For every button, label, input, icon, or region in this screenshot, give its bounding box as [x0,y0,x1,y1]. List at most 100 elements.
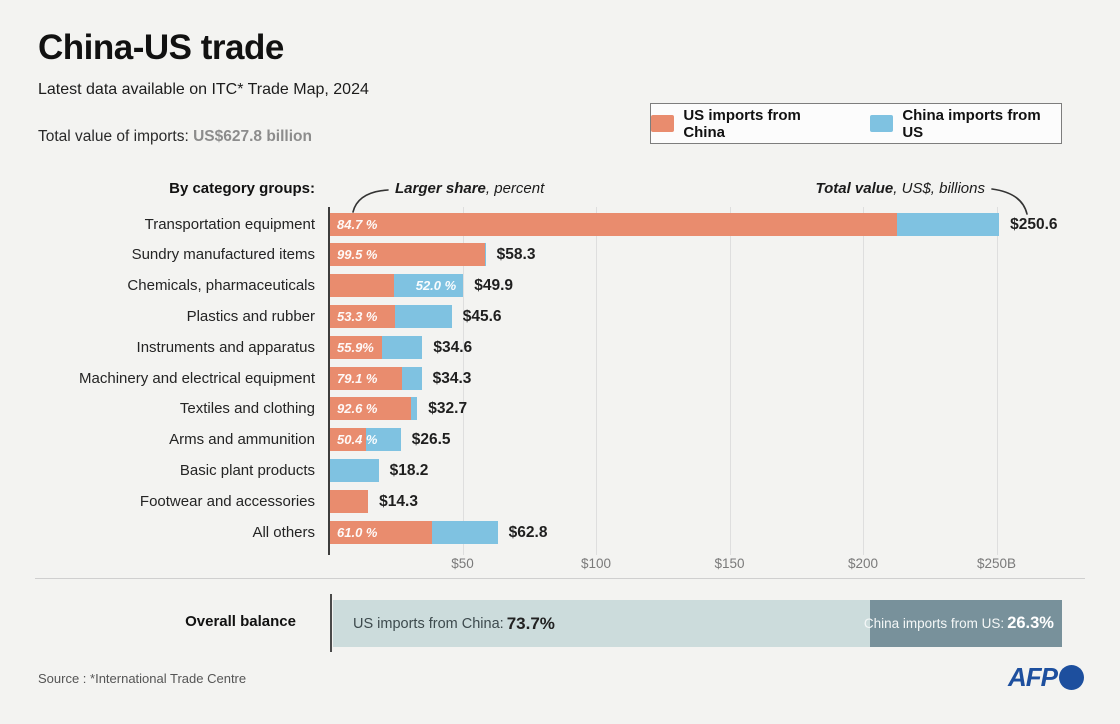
gridline [996,207,998,555]
chart-group-title: By category groups: [169,180,315,197]
stacked-bar: 50.4 % [330,428,401,452]
total-value-label: $26.5 [411,431,451,449]
x-axis-tick-label: $50 [451,556,474,571]
bar-segment-us-imports [330,489,369,513]
balance-segment-china-imports: China imports from US: 26.3% [864,600,1062,647]
chart-row: Chemicals, pharmaceuticals 52.0 % $49.9 [0,274,1120,298]
balance-right-value: 26.3% [1007,614,1054,632]
bar-segment-us-imports: 99.5 % [330,243,485,267]
total-value-label: $18.2 [389,461,429,479]
legend-label: China imports from US [902,106,1041,141]
balance-left-value: 73.7% [506,613,555,633]
share-percent-label: 79.1 % [337,370,378,386]
category-label: Footwear and accessories [139,492,315,510]
total-value-label: $34.3 [432,369,472,387]
chart-row: Transportation equipment 84.7 % $250.6 [0,212,1120,236]
gridline [462,207,464,555]
annotation-bold-text: Total value [815,180,894,197]
total-value-label: $34.6 [433,338,473,356]
total-imports-line: Total value of imports: US$627.8 billion [38,128,312,146]
bar-segment-china-imports: 52.0 % [393,274,464,298]
share-percent-label: 92.6 % [337,401,378,417]
bar-segment-china-imports [432,520,498,544]
legend-swatch-orange [651,115,675,132]
bar-segment-china-imports [484,243,486,267]
stacked-bar: 92.6 % [330,397,418,421]
bar-segment-us-imports: 50.4 % [330,428,377,452]
category-label: Transportation equipment [144,215,315,233]
share-percent-label: 52.0 % [415,278,457,294]
bar-segment-us-imports: 53.3 % [330,304,395,328]
bar-segment-us-imports: 55.9% [330,335,382,359]
bar-segment-us-imports: 79.1 % [330,366,403,390]
share-percent-label: 50.4 % [337,432,378,448]
chart-row: Arms and ammunition 50.4 % $26.5 [0,428,1120,452]
subtitle: Latest data available on ITC* Trade Map,… [38,81,369,98]
afp-logo: AFP [1008,662,1084,693]
y-axis-line [328,207,330,555]
category-label: Textiles and clothing [179,400,315,418]
stacked-bar: 52.0 % [330,274,464,298]
total-value-label: $45.6 [462,307,502,325]
total-value-label: $250.6 [1010,215,1058,233]
annotation-total-value: Total value, US$, billions [815,180,985,197]
bar-segment-china-imports [410,397,418,421]
annotation-rest-text: , percent [485,180,545,197]
gridline [863,207,864,555]
section-divider [35,578,1085,579]
annotation-bold-text: Larger share [395,180,486,197]
share-percent-label: 55.9% [337,339,374,355]
category-label: Arms and ammunition [169,431,315,449]
share-percent-label: 53.3 % [337,308,378,324]
bar-segment-china-imports [394,304,452,328]
stacked-bar: 79.1 % [330,366,422,390]
bar-segment-china-imports [381,335,423,359]
total-imports-label: Total value of imports: [38,128,194,145]
category-label: Plastics and rubber [186,307,315,325]
legend-item-china-imports: China imports from US [870,107,1061,141]
chart-legend: US imports from China China imports from… [650,103,1062,144]
annotation-rest-text: , US$, billions [893,180,985,197]
bar-segment-china-imports [402,366,422,390]
chart-row: Textiles and clothing 92.6 % $32.7 [0,397,1120,421]
chart-row: Sundry manufactured items 99.5 % $58.3 [0,243,1120,267]
legend-swatch-blue [870,115,894,132]
chart-row: Footwear and accessories $14.3 [0,489,1120,513]
category-label: All others [252,523,315,541]
bar-segment-china-imports [330,458,379,482]
bar-segment-us-imports: 84.7 % [330,212,897,236]
chart-row: Instruments and apparatus 55.9% $34.6 [0,335,1120,359]
x-axis-tick-label: $250B [976,556,1017,571]
x-axis-tick-label: $150 [714,556,745,571]
overall-balance-bar: US imports from China: 73.7% China import… [333,600,1062,647]
bar-segment-china-imports [365,428,401,452]
balance-segment-us-imports: US imports from China: 73.7% [333,600,871,647]
x-axis-tick-label: $100 [580,556,612,571]
stacked-bar [330,458,379,482]
x-axis-tick-label: $200 [847,556,879,571]
category-label: Chemicals, pharmaceuticals [127,277,315,295]
legend-label: US imports from China [683,106,801,141]
bar-segment-us-imports: 61.0 % [330,520,433,544]
gridline [596,207,597,555]
share-percent-label: 99.5 % [337,247,378,263]
bar-segment-china-imports [896,212,1000,236]
chart-row: Basic plant products $18.2 [0,458,1120,482]
stacked-bar: 55.9% [330,335,423,359]
page-title: China-US trade [38,28,284,67]
total-imports-value: US$627.8 billion [193,128,312,145]
gridline [729,207,731,555]
total-value-label: $49.9 [474,277,514,295]
total-value-label: $32.7 [428,400,468,418]
bar-segment-us-imports: 92.6 % [330,397,411,421]
share-percent-label: 84.7 % [337,216,378,232]
curve-to-first-bar [352,189,389,213]
category-label: Instruments and apparatus [136,338,315,356]
stacked-bar: 99.5 % [330,243,486,267]
total-value-label: $14.3 [379,492,418,510]
stacked-bar [330,489,369,513]
stacked-bar: 84.7 % [330,212,1000,236]
category-label: Machinery and electrical equipment [79,369,315,387]
chart-row: All others 61.0 % $62.8 [0,520,1120,544]
